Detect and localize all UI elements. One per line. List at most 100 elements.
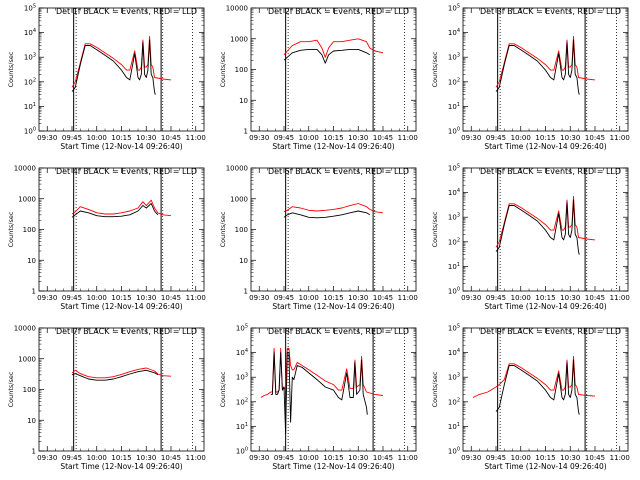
x-tick-label: 09:30 xyxy=(37,294,57,302)
x-tick-label: 10:30 xyxy=(136,454,156,462)
x-tick-label: 09:45 xyxy=(486,294,506,302)
x-tick-label: 10:45 xyxy=(373,294,393,302)
y-tick-label: 100 xyxy=(235,226,248,234)
x-tick-label: 09:30 xyxy=(37,134,57,142)
x-axis-label: Start Time (12-Nov-14 09:26:40) xyxy=(484,302,606,311)
plot-frame xyxy=(250,167,417,292)
y-axis-label: Counts/sec xyxy=(7,371,15,407)
x-axis-label: Start Time (12-Nov-14 09:26:40) xyxy=(60,302,182,311)
series-lld-line xyxy=(283,203,384,214)
x-tick-label: 10:00 xyxy=(87,454,107,462)
x-tick-label: 09:30 xyxy=(461,294,481,302)
y-axis-label: Counts/sec xyxy=(219,211,227,247)
panel-title: Det 9f BLACK = Events, RED = LLD xyxy=(480,327,621,336)
x-tick-label: 10:00 xyxy=(299,134,319,142)
x-tick-label: 09:45 xyxy=(62,294,82,302)
y-tick-label: 103 xyxy=(236,373,248,382)
x-tick-label: 10:15 xyxy=(111,454,131,462)
y-tick-label: 1 xyxy=(244,128,248,136)
panel-2: 1 10 100 1000 10000 09:30 09:45 10:00 10:15 10:30… xyxy=(219,5,418,152)
y-tick-label: 101 xyxy=(448,422,460,431)
y-axis-label: Counts/sec xyxy=(431,51,439,87)
y-tick-label: 102 xyxy=(448,397,460,406)
y-tick-label: 1000 xyxy=(18,195,36,203)
panel-7: 1 10 100 1000 10000 09:30 09:45 10:00 10:15 10:30… xyxy=(7,325,206,472)
x-tick-label: 09:30 xyxy=(249,454,269,462)
x-tick-label: 10:00 xyxy=(511,454,531,462)
y-tick-label: 105 xyxy=(448,164,460,173)
y-tick-label: 1000 xyxy=(18,355,36,363)
series-events-line xyxy=(71,369,159,381)
y-tick-label: 100 xyxy=(235,66,248,74)
panel-4: 1 10 100 1000 10000 09:30 09:45 10:00 10:15 10:30… xyxy=(7,165,206,312)
y-tick-label: 104 xyxy=(24,28,36,37)
series-events-line xyxy=(71,203,159,218)
x-axis-label: Start Time (12-Nov-14 09:26:40) xyxy=(272,462,394,471)
x-tick-label: 09:45 xyxy=(274,294,294,302)
y-tick-label: 102 xyxy=(236,397,248,406)
series-lld-line xyxy=(71,35,172,88)
x-tick-label: 10:00 xyxy=(511,134,531,142)
series-events-line xyxy=(495,39,580,95)
x-axis-label: Start Time (12-Nov-14 09:26:40) xyxy=(60,142,182,151)
x-tick-label: 10:45 xyxy=(585,294,605,302)
y-tick-label: 104 xyxy=(448,188,460,197)
y-tick-label: 1000 xyxy=(230,35,248,43)
x-tick-label: 10:45 xyxy=(585,134,605,142)
panel-1: 100 101 102 103 104 105 09:30 09:45 10:00 10:15 10… xyxy=(7,4,206,152)
x-tick-label: 11:00 xyxy=(398,294,418,302)
y-tick-label: 10 xyxy=(239,97,248,105)
x-tick-label: 11:00 xyxy=(610,294,630,302)
x-tick-label: 09:45 xyxy=(486,454,506,462)
panel-title: Det 2f BLACK = Events, RED = LLD xyxy=(268,7,409,16)
x-axis-label: Start Time (12-Nov-14 09:26:40) xyxy=(272,142,394,151)
x-tick-label: 11:00 xyxy=(610,134,630,142)
panel-title: Det 7f BLACK = Events, RED = LLD xyxy=(56,327,197,336)
y-tick-label: 100 xyxy=(23,226,36,234)
panel-8: 100 101 102 103 104 105 09:30 09:45 10:00 10:15 10… xyxy=(219,324,418,472)
x-tick-label: 09:30 xyxy=(461,454,481,462)
y-axis-label: Counts/sec xyxy=(219,51,227,87)
y-tick-label: 100 xyxy=(24,127,36,136)
y-tick-label: 101 xyxy=(24,102,36,111)
y-tick-label: 1 xyxy=(32,288,36,296)
x-tick-label: 10:30 xyxy=(136,294,156,302)
x-axis-label: Start Time (12-Nov-14 09:26:40) xyxy=(484,462,606,471)
series-lld-line xyxy=(495,195,596,248)
y-tick-label: 100 xyxy=(236,447,248,456)
panel-title: Det 1f BLACK = Events, RED = LLD xyxy=(56,7,197,16)
plot-frame xyxy=(250,7,417,132)
y-tick-label: 10000 xyxy=(226,165,248,173)
y-tick-label: 105 xyxy=(448,324,460,333)
x-tick-label: 09:30 xyxy=(37,454,57,462)
x-tick-label: 10:15 xyxy=(111,294,131,302)
plot-frame xyxy=(38,167,205,292)
series-events-line xyxy=(495,359,580,415)
y-tick-label: 102 xyxy=(448,77,460,86)
x-tick-label: 10:30 xyxy=(560,454,580,462)
x-tick-label: 09:45 xyxy=(486,134,506,142)
panel-title: Det 4f BLACK = Events, RED = LLD xyxy=(56,167,197,176)
x-tick-label: 10:45 xyxy=(373,454,393,462)
series-events-line xyxy=(283,48,371,64)
x-tick-label: 10:45 xyxy=(161,294,181,302)
y-tick-label: 103 xyxy=(24,53,36,62)
panel-title: Det 5f BLACK = Events, RED = LLD xyxy=(268,167,409,176)
x-tick-label: 10:15 xyxy=(535,134,555,142)
y-tick-label: 105 xyxy=(236,324,248,333)
panel-title: Det 8f BLACK = Events, RED = LLD xyxy=(268,327,409,336)
y-tick-label: 10 xyxy=(239,257,248,265)
x-tick-label: 10:00 xyxy=(299,294,319,302)
x-tick-label: 10:30 xyxy=(560,294,580,302)
series-events-line xyxy=(270,352,368,435)
y-tick-label: 10 xyxy=(27,417,36,425)
y-tick-label: 103 xyxy=(448,53,460,62)
x-tick-label: 09:30 xyxy=(461,134,481,142)
y-axis-label: Counts/sec xyxy=(431,371,439,407)
series-lld-line xyxy=(283,38,384,58)
y-tick-label: 100 xyxy=(448,447,460,456)
x-tick-label: 10:00 xyxy=(87,134,107,142)
y-tick-label: 1 xyxy=(32,448,36,456)
y-tick-label: 101 xyxy=(448,102,460,111)
x-tick-label: 11:00 xyxy=(186,134,206,142)
